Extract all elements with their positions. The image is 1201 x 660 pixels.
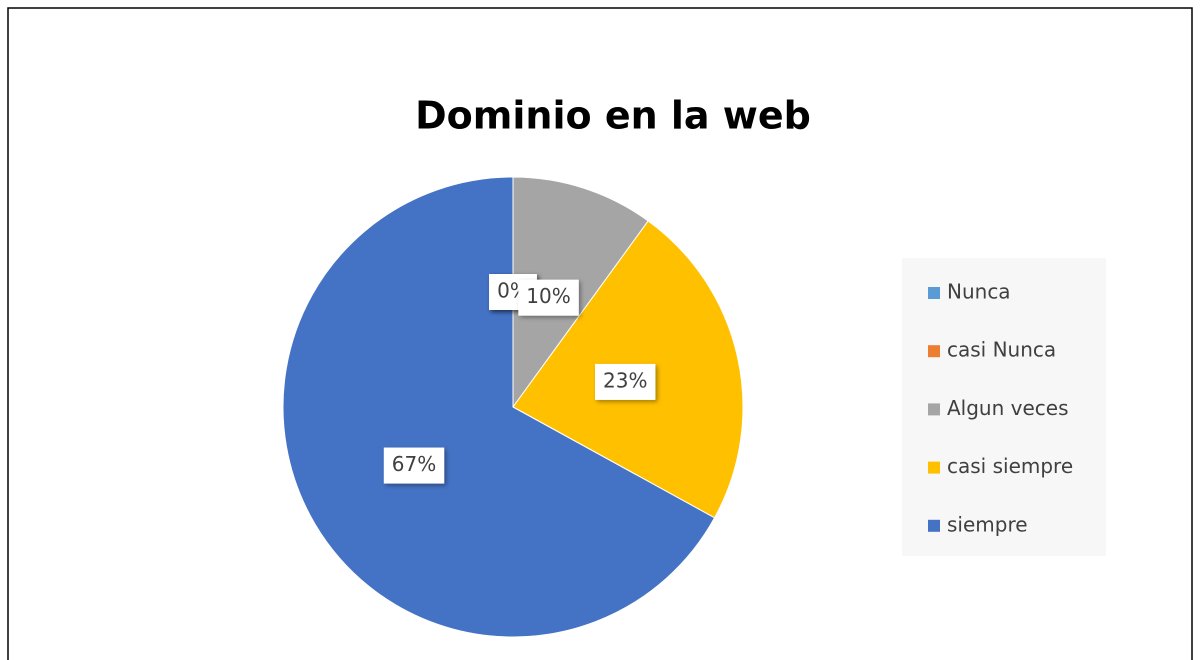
legend-label: casi Nunca xyxy=(947,338,1056,362)
legend-label: Nunca xyxy=(947,280,1011,304)
pie-slice xyxy=(512,176,649,409)
chart-title: Dominio en la web xyxy=(415,94,811,138)
legend-label: siempre xyxy=(947,512,1028,536)
legend-label: casi siempre xyxy=(947,454,1073,478)
data-label-text: 23% xyxy=(603,368,647,392)
data-label: 23% xyxy=(595,363,656,400)
data-label: 67% xyxy=(383,447,445,484)
data-label: 10% xyxy=(518,279,579,316)
legend-swatch xyxy=(928,519,940,532)
data-label-box xyxy=(518,279,579,316)
legend-swatch xyxy=(928,287,940,299)
data-label-box xyxy=(595,363,656,400)
legend-swatch xyxy=(928,403,940,416)
data-label-text: 67% xyxy=(392,452,436,476)
data-label-text: 10% xyxy=(526,284,570,308)
legend-swatch xyxy=(928,461,940,474)
legend-label: Algun veces xyxy=(947,396,1069,420)
pie-slice xyxy=(282,176,716,638)
legend-swatch xyxy=(928,345,940,358)
data-label-box xyxy=(383,447,445,484)
